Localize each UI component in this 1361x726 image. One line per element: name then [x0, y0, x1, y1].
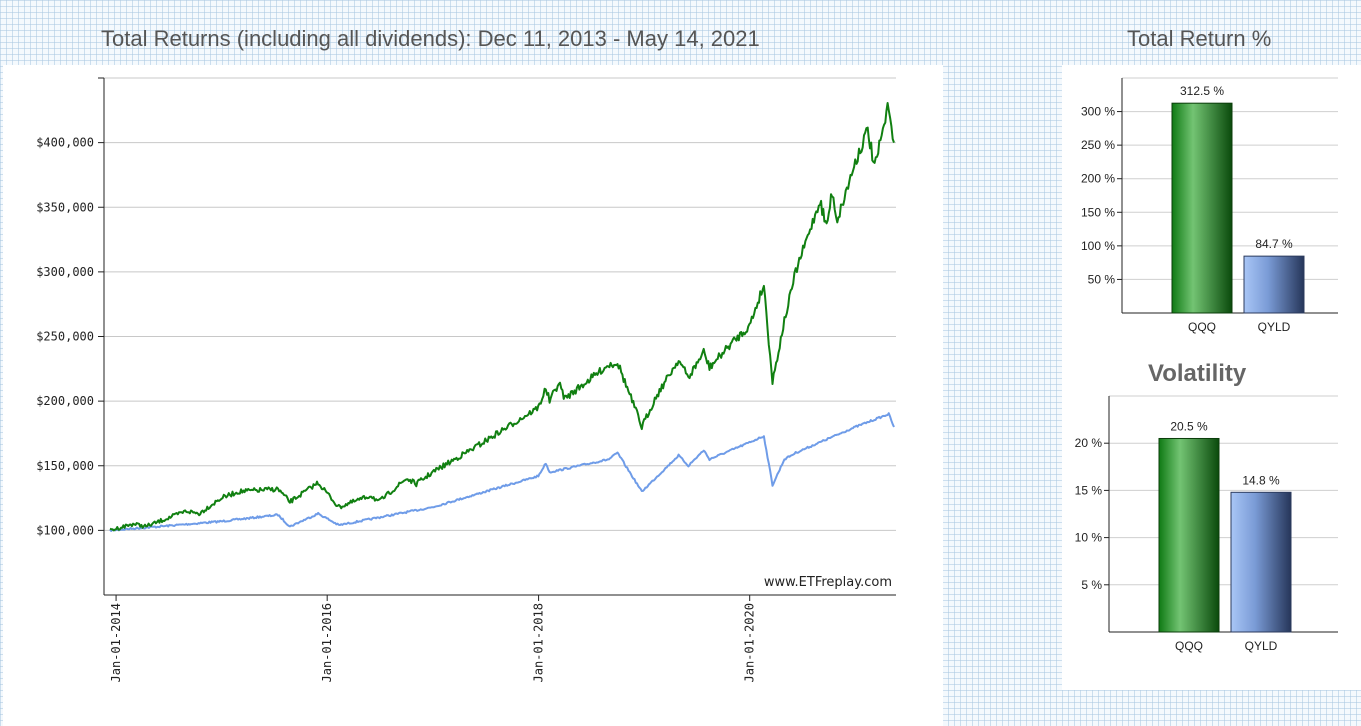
main-chart-panel	[3, 65, 943, 726]
total-return-category-label: QYLD	[1258, 320, 1291, 334]
volatility-category-label: QQQ	[1175, 639, 1203, 653]
volatility-title: Volatility	[1148, 360, 1247, 387]
total-return-y-tick-label: 100 %	[1081, 239, 1115, 253]
total-return-value-label: 312.5 %	[1180, 84, 1224, 98]
series-line-qyld	[109, 412, 895, 532]
y-tick-label: $300,000	[36, 265, 94, 279]
y-tick-label: $200,000	[36, 394, 94, 408]
total-return-category-label: QQQ	[1188, 320, 1216, 334]
x-tick-label: Jan-01-2014	[109, 603, 123, 682]
total-return-y-tick-label: 250 %	[1081, 138, 1115, 152]
total-return-value-label: 84.7 %	[1255, 237, 1293, 251]
volatility-category-label: QYLD	[1245, 639, 1278, 653]
total-return-bar-qyld	[1243, 255, 1305, 314]
volatility-y-tick-label: 15 %	[1075, 483, 1103, 497]
series-line-qqq	[109, 102, 895, 532]
volatility-value-label: 20.5 %	[1170, 419, 1208, 433]
x-tick-label: Jan-01-2018	[532, 603, 546, 682]
volatility-y-tick-label: 10 %	[1075, 531, 1103, 545]
x-tick-label: Jan-01-2020	[743, 603, 757, 682]
total-return-bar-qqq	[1171, 102, 1233, 314]
total-return-y-tick-label: 300 %	[1081, 105, 1115, 119]
total-return-y-tick-label: 50 %	[1088, 272, 1116, 286]
main-chart-title: Total Returns (including all dividends):…	[101, 26, 760, 51]
total-return-title: Total Return %	[1127, 26, 1272, 51]
x-tick-label: Jan-01-2016	[320, 603, 334, 682]
y-tick-label: $250,000	[36, 330, 94, 344]
volatility-bar-qyld	[1230, 491, 1292, 633]
y-tick-label: $400,000	[36, 136, 94, 150]
y-tick-label: $350,000	[36, 200, 94, 214]
total-return-y-tick-label: 200 %	[1081, 172, 1115, 186]
volatility-y-tick-label: 20 %	[1075, 436, 1103, 450]
y-tick-label: $150,000	[36, 459, 94, 473]
total-return-y-tick-label: 150 %	[1081, 205, 1115, 219]
y-tick-label: $100,000	[36, 523, 94, 537]
watermark: www.ETFreplay.com	[764, 575, 892, 590]
volatility-y-tick-label: 5 %	[1081, 578, 1102, 592]
volatility-bar-qqq	[1158, 437, 1220, 633]
volatility-value-label: 14.8 %	[1242, 473, 1280, 487]
